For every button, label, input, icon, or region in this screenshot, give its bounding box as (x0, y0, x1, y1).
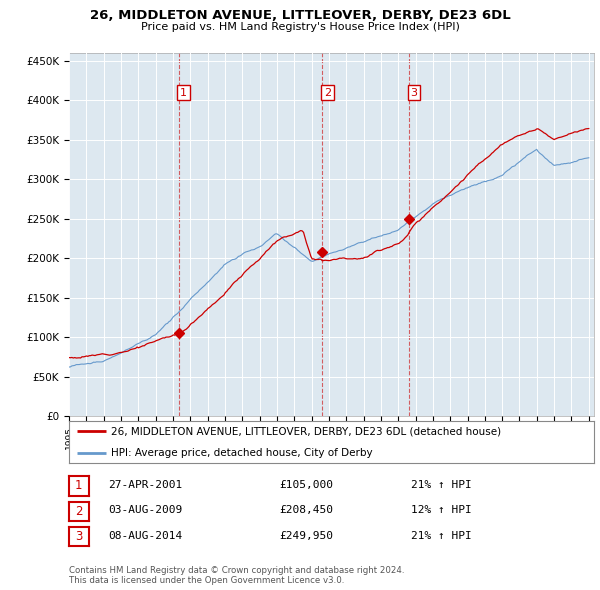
Text: 1: 1 (180, 87, 187, 97)
Text: 1: 1 (75, 479, 83, 493)
Text: 21% ↑ HPI: 21% ↑ HPI (411, 480, 472, 490)
Text: £105,000: £105,000 (279, 480, 333, 490)
Text: HPI: Average price, detached house, City of Derby: HPI: Average price, detached house, City… (111, 448, 373, 457)
Text: £249,950: £249,950 (279, 531, 333, 540)
Text: 3: 3 (75, 530, 83, 543)
Text: 3: 3 (410, 87, 418, 97)
Text: 26, MIDDLETON AVENUE, LITTLEOVER, DERBY, DE23 6DL: 26, MIDDLETON AVENUE, LITTLEOVER, DERBY,… (89, 9, 511, 22)
Text: Price paid vs. HM Land Registry's House Price Index (HPI): Price paid vs. HM Land Registry's House … (140, 22, 460, 32)
Text: 2: 2 (324, 87, 331, 97)
Text: 27-APR-2001: 27-APR-2001 (108, 480, 182, 490)
Text: 08-AUG-2014: 08-AUG-2014 (108, 531, 182, 540)
Text: 03-AUG-2009: 03-AUG-2009 (108, 506, 182, 515)
Text: 12% ↑ HPI: 12% ↑ HPI (411, 506, 472, 515)
Text: £208,450: £208,450 (279, 506, 333, 515)
Text: 21% ↑ HPI: 21% ↑ HPI (411, 531, 472, 540)
Text: 26, MIDDLETON AVENUE, LITTLEOVER, DERBY, DE23 6DL (detached house): 26, MIDDLETON AVENUE, LITTLEOVER, DERBY,… (111, 427, 501, 436)
Text: 2: 2 (75, 504, 83, 518)
Text: Contains HM Land Registry data © Crown copyright and database right 2024.
This d: Contains HM Land Registry data © Crown c… (69, 566, 404, 585)
